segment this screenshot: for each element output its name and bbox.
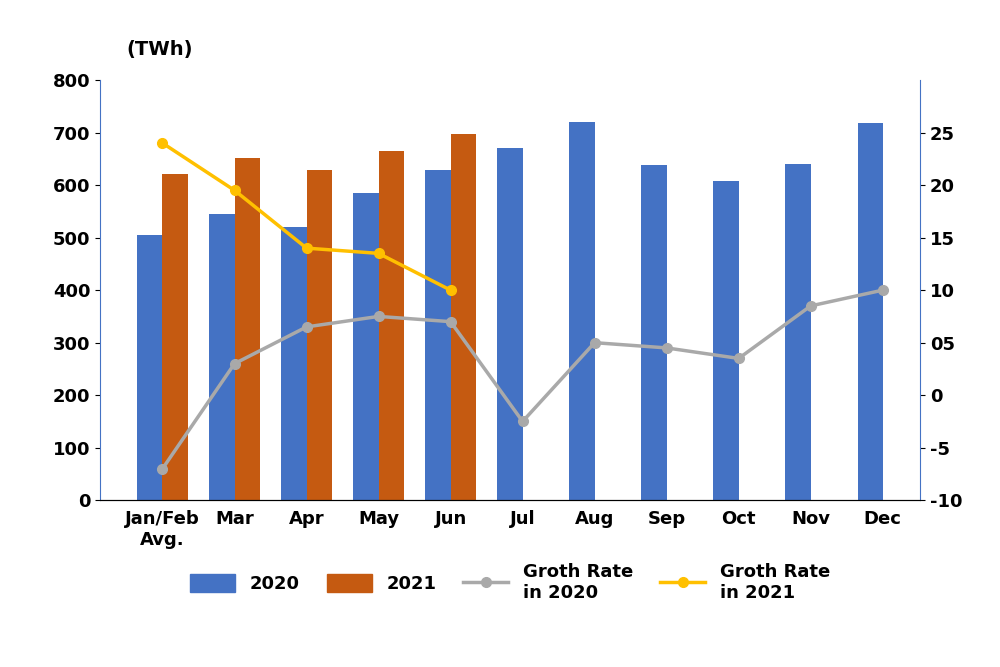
- Bar: [307, 170, 332, 500]
- Bar: [209, 214, 235, 500]
- Bar: [162, 173, 188, 500]
- Bar: [235, 158, 260, 500]
- Bar: [425, 170, 451, 500]
- Bar: [137, 235, 162, 500]
- Bar: [281, 227, 307, 500]
- Bar: [858, 123, 883, 500]
- Bar: [451, 133, 476, 500]
- Bar: [785, 164, 811, 500]
- Legend: 2020, 2021, Groth Rate
in 2020, Groth Rate
in 2021: 2020, 2021, Groth Rate in 2020, Groth Ra…: [183, 556, 837, 609]
- Text: (TWh): (TWh): [126, 40, 193, 59]
- Bar: [497, 148, 523, 500]
- Bar: [569, 122, 595, 500]
- Bar: [379, 151, 404, 500]
- Bar: [641, 165, 667, 500]
- Bar: [713, 181, 739, 500]
- Bar: [353, 193, 379, 500]
